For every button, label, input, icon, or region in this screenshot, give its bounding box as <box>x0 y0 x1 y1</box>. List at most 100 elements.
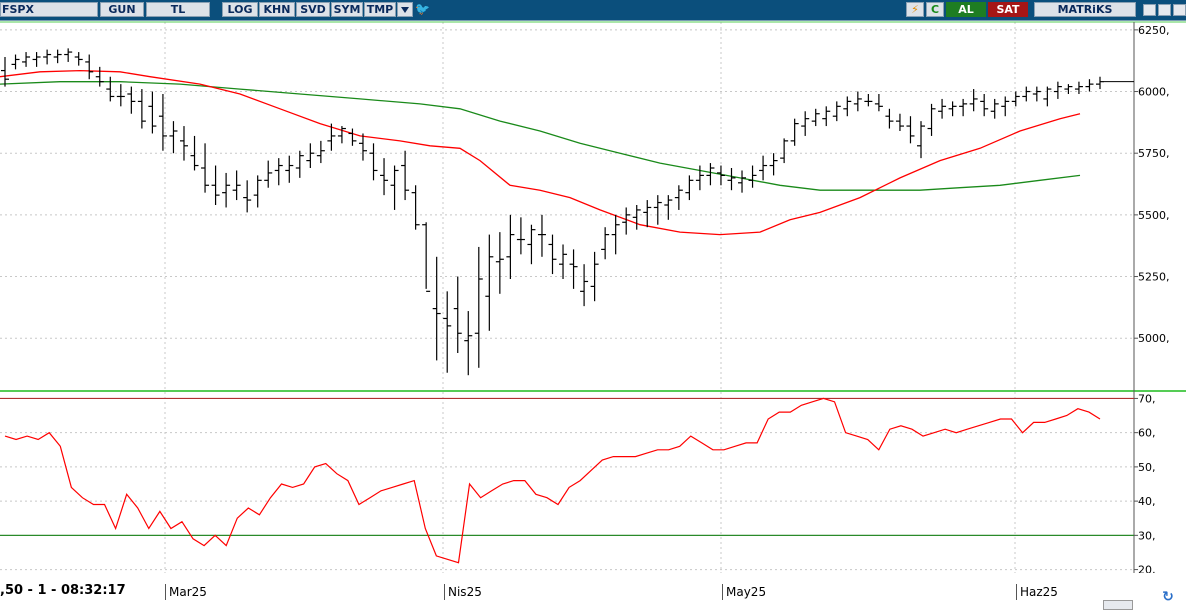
ohlc-bar <box>148 91 157 134</box>
ohlc-bar <box>85 54 94 80</box>
ohlc-bar <box>64 48 73 62</box>
rsi-axis-ticks: 70, 60, 50, 40, 30, 20, <box>1134 392 1156 573</box>
ohlc-bar <box>401 150 410 201</box>
price-axis-ticks: 6250, 6000, 5750, 5500, 5250, 5000, <box>1134 24 1170 345</box>
twitter-icon[interactable]: 🐦 <box>415 2 430 16</box>
log-button[interactable]: LOG <box>222 2 258 17</box>
ohlc-bar <box>253 175 262 208</box>
ohlc-bar <box>53 49 62 64</box>
refresh-icon[interactable]: ↻ <box>1162 589 1174 605</box>
ma-long-line <box>0 81 1081 191</box>
ohlc-bar <box>11 54 20 70</box>
ohlc-bar <box>927 103 936 136</box>
ohlc-bar <box>537 214 546 257</box>
ohlc-bar <box>790 118 799 146</box>
symbol-selector[interactable]: FSPX <box>0 2 98 17</box>
ohlc-bar <box>959 98 968 117</box>
ohlc-bar <box>316 140 325 164</box>
ohlc-bar <box>495 232 504 294</box>
ohlc-bar <box>201 143 210 193</box>
scroll-arrows[interactable] <box>1103 600 1133 610</box>
ohlc-bar <box>390 165 399 210</box>
ohlc-bar <box>179 126 188 161</box>
ohlc-bar <box>853 91 862 112</box>
dropdown-window-icon[interactable] <box>1143 4 1156 16</box>
ohlc-bar <box>1085 79 1094 92</box>
tmp-button[interactable]: TMP <box>364 2 396 17</box>
ohlc-bar <box>548 234 557 275</box>
rsi-tick-label-5: 20, <box>1138 564 1156 573</box>
ohlc-bar <box>885 108 894 129</box>
c-button[interactable]: C <box>926 2 944 17</box>
ohlc-bar <box>380 158 389 196</box>
ohlc-bar <box>906 116 915 144</box>
ohlc-bar <box>590 251 599 302</box>
price-grid <box>0 22 1134 390</box>
ohlc-bar <box>358 133 367 161</box>
rsi-tick-label-0: 70, <box>1138 392 1156 405</box>
ohlc-bar <box>632 205 641 230</box>
tl-button[interactable]: TL <box>146 2 210 17</box>
minimize-icon[interactable] <box>1158 4 1171 16</box>
ohlc-bar <box>738 170 747 193</box>
ohlc-bar <box>516 217 525 255</box>
svd-button[interactable]: SVD <box>296 2 330 17</box>
ohlc-bar <box>674 185 683 210</box>
ohlc-bar <box>695 165 704 191</box>
ohlc-bar <box>1043 86 1052 107</box>
ohlc-bar <box>1074 81 1083 94</box>
ohlc-bar <box>190 135 199 171</box>
ohlc-bar <box>74 52 83 66</box>
brand-logo: MATRiKS <box>1034 2 1136 17</box>
ohlc-bar <box>369 143 378 181</box>
ohlc-bar <box>106 76 115 102</box>
sym-button[interactable]: SYM <box>331 2 363 17</box>
ohlc-bar <box>769 153 778 176</box>
status-readout: ,50 - 1 - 08:32:17 <box>0 583 126 598</box>
rsi-tick-label-3: 40, <box>1138 495 1156 508</box>
ohlc-bar <box>948 101 957 117</box>
sell-button[interactable]: SAT <box>988 2 1028 17</box>
ohlc-bar <box>422 222 431 292</box>
price-tick-label-3: 5500, <box>1138 209 1170 222</box>
ma-short-line <box>0 69 1081 236</box>
ohlc-bar <box>274 158 283 186</box>
ohlc-bar <box>306 143 315 168</box>
ohlc-bar <box>611 214 620 255</box>
ohlc-bar <box>222 172 231 208</box>
ohlc-bar <box>1096 76 1104 90</box>
ohlc-bar <box>337 126 346 144</box>
rsi-grid <box>0 392 1134 573</box>
price-tick-label-0: 6250, <box>1138 24 1170 37</box>
ohlc-bar <box>969 89 978 112</box>
price-tick-label-4: 5250, <box>1138 271 1170 284</box>
ohlc-bar <box>295 150 304 178</box>
ohlc-bar <box>653 195 662 225</box>
ohlc-bar <box>811 108 820 127</box>
ohlc-bar <box>137 89 146 129</box>
ohlc-bar <box>748 165 757 188</box>
gun-button[interactable]: GUN <box>100 2 144 17</box>
chevron-down-icon[interactable] <box>397 2 413 17</box>
ohlc-bar <box>1053 81 1062 99</box>
ohlc-bar <box>527 224 536 265</box>
ohlc-bar <box>464 311 473 376</box>
ohlc-bar <box>706 163 715 186</box>
x-label-nis: Nis25 <box>444 584 482 600</box>
ohlc-bar <box>1064 84 1073 94</box>
ohlc-bar <box>348 128 357 146</box>
ohlc-bar <box>211 165 220 205</box>
ohlc-bar <box>116 84 125 107</box>
khn-button[interactable]: KHN <box>259 2 295 17</box>
ohlc-bar <box>895 113 904 131</box>
ohlc-bar <box>127 86 136 114</box>
ohlc-bar <box>832 101 841 122</box>
ohlc-bar <box>443 291 452 373</box>
ohlc-bar <box>569 249 578 289</box>
ohlc-bar <box>874 94 883 112</box>
ohlc-bar <box>411 185 420 230</box>
buy-button[interactable]: AL <box>946 2 986 17</box>
rsi-line <box>4 397 1101 564</box>
flash-icon[interactable]: ⚡ <box>906 2 924 17</box>
restore-icon[interactable] <box>1173 4 1186 16</box>
